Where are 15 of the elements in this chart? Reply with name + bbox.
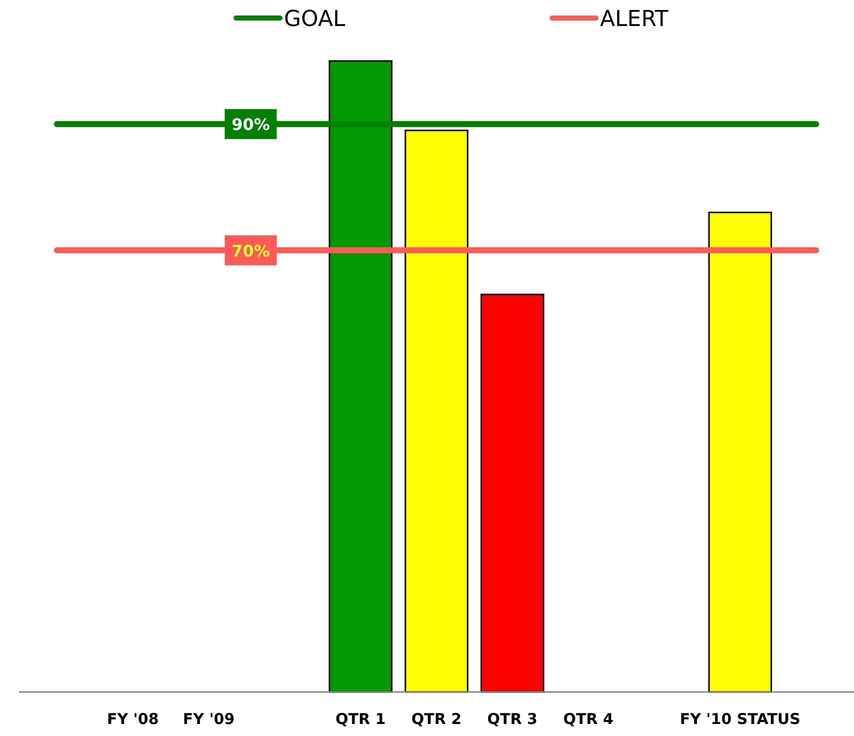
annotation: 90% — [232, 115, 270, 134]
legend-label: ALERT — [600, 7, 669, 32]
bar — [708, 212, 772, 693]
bar — [404, 130, 468, 693]
annotation: 70% — [232, 241, 270, 260]
x-tick-label: FY '08 — [106, 710, 159, 728]
x-tick-label: QTR 3 — [487, 710, 538, 728]
x-tick-label: FY '10 STATUS — [680, 710, 800, 728]
bar — [328, 60, 392, 693]
x-tick-label: QTR 4 — [563, 710, 614, 728]
x-tick-label: FY '09 — [182, 710, 235, 728]
bar — [480, 294, 544, 693]
x-tick-label: QTR 1 — [335, 710, 386, 728]
legend-label: GOAL — [284, 7, 346, 32]
x-tick-label: QTR 2 — [411, 710, 462, 728]
